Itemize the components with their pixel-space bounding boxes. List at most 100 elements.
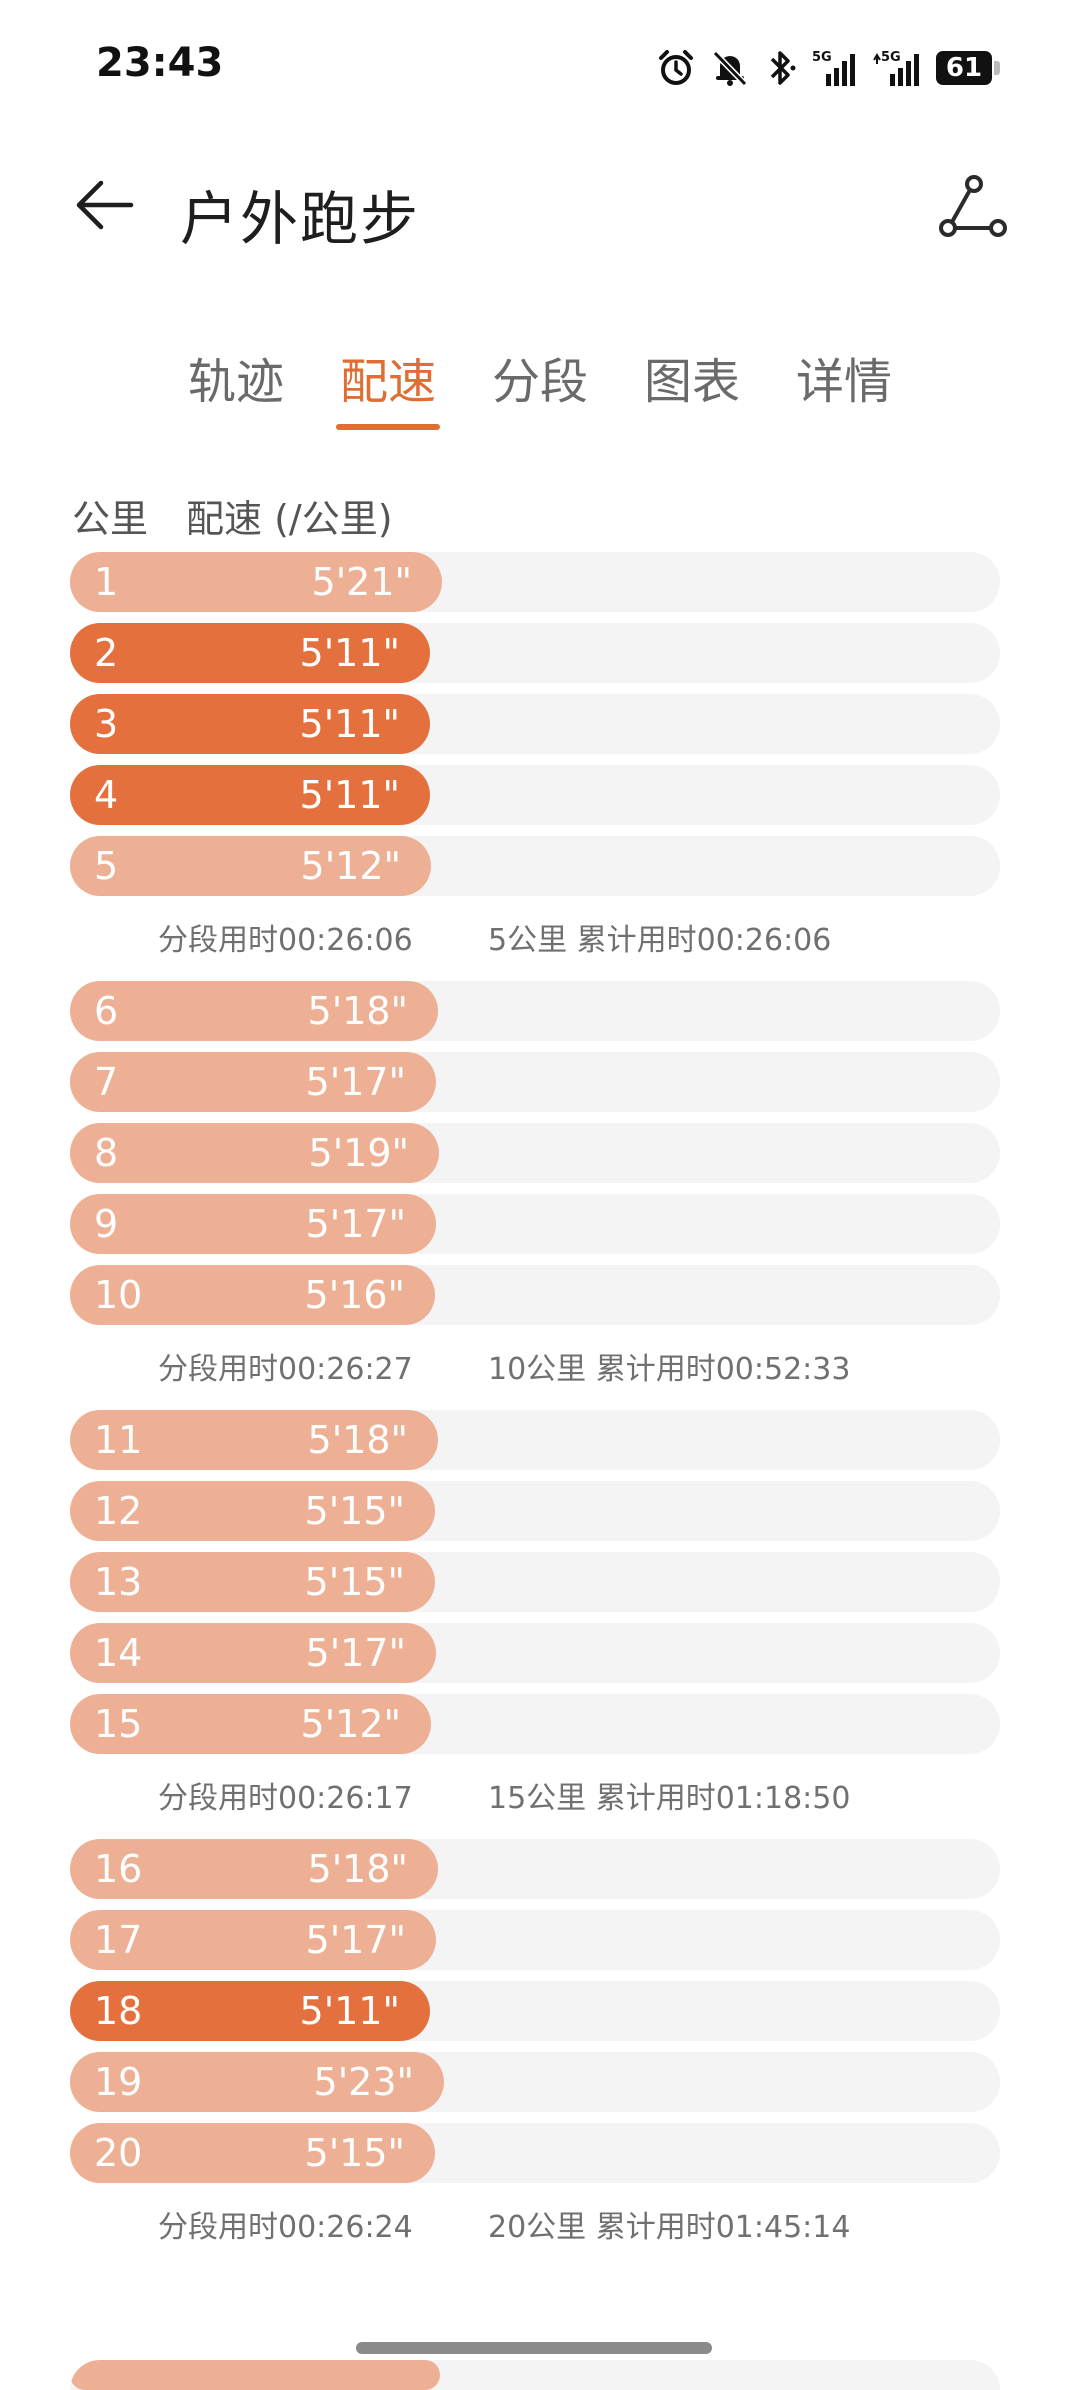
home-indicator[interactable] (356, 2342, 712, 2354)
pace-row: 5 5'12" (70, 836, 1000, 896)
svg-text:5G: 5G (881, 50, 901, 65)
pace-row: 9 5'17" (70, 1194, 1000, 1254)
pace-bar: 6 5'18" (70, 981, 438, 1041)
pace-value: 5'17" (305, 1202, 406, 1246)
tab-bar: 轨迹 配速 分段 图表 详情 (0, 330, 1080, 430)
pace-bar: 20 5'15" (70, 2123, 435, 2183)
pace-row-partial (70, 2360, 1000, 2390)
pace-row: 2 5'11" (70, 623, 1000, 683)
cumulative-time: 15公里 累计用时01:18:50 (488, 1781, 851, 1816)
cumulative-time: 20公里 累计用时01:45:14 (488, 2210, 851, 2245)
pace-value: 5'11" (299, 631, 400, 675)
pace-km: 10 (94, 1273, 143, 1317)
pace-km: 8 (94, 1131, 119, 1175)
signal-5g-icon: 5G (812, 48, 858, 88)
tab-label: 配速 (339, 354, 436, 410)
alarm-icon (656, 48, 696, 88)
pace-km: 11 (94, 1418, 143, 1462)
column-header: 公里 配速 (/公里) (72, 488, 393, 543)
pace-row: 13 5'15" (70, 1552, 1000, 1612)
battery-icon: 61 (936, 50, 1002, 86)
cumulative-time: 10公里 累计用时00:52:33 (488, 1352, 851, 1387)
pace-value: 5'15" (304, 1489, 405, 1533)
pace-row: 10 5'16" (70, 1265, 1000, 1325)
pace-row: 19 5'23" (70, 2052, 1000, 2112)
pace-km: 6 (94, 989, 119, 1033)
pace-row: 11 5'18" (70, 1410, 1000, 1470)
pace-km: 2 (94, 631, 119, 675)
pace-km: 5 (94, 844, 119, 888)
pace-bar: 8 5'19" (70, 1123, 439, 1183)
segment-time: 分段用时00:26:24 (158, 2210, 413, 2245)
page-title: 户外跑步 (180, 185, 421, 253)
pace-km: 15 (94, 1702, 143, 1746)
pace-value: 5'18" (307, 1847, 408, 1891)
tab-3[interactable]: 图表 (640, 330, 744, 430)
pace-bar: 18 5'11" (70, 1981, 430, 2041)
pace-km: 14 (94, 1631, 143, 1675)
pace-bar: 19 5'23" (70, 2052, 444, 2112)
mute-bell-icon (710, 48, 750, 88)
cumulative-time: 5公里 累计用时00:26:06 (488, 923, 832, 958)
network-label: 5G (812, 50, 832, 65)
pace-value: 5'11" (299, 702, 400, 746)
segment-summary: 分段用时00:26:27 10公里 累计用时00:52:33 (70, 1336, 1000, 1396)
pace-bar: 16 5'18" (70, 1839, 438, 1899)
segment-time: 分段用时00:26:27 (158, 1352, 413, 1387)
pace-km: 7 (94, 1060, 119, 1104)
pace-row: 4 5'11" (70, 765, 1000, 825)
pace-row: 17 5'17" (70, 1910, 1000, 1970)
tab-4[interactable]: 详情 (792, 330, 896, 430)
status-icons: 5G 5G 61 (656, 44, 1002, 92)
tab-active-indicator (335, 424, 440, 430)
pace-row: 18 5'11" (70, 1981, 1000, 2041)
pace-km: 9 (94, 1202, 119, 1246)
pace-km: 18 (94, 1989, 143, 2033)
battery-level: 61 (936, 51, 992, 85)
pace-bar: 10 5'16" (70, 1265, 435, 1325)
pace-bar: 11 5'18" (70, 1410, 438, 1470)
pace-value: 5'18" (307, 989, 408, 1033)
pace-value: 5'11" (299, 773, 400, 817)
segment-summary: 分段用时00:26:24 20公里 累计用时01:45:14 (70, 2194, 1000, 2254)
segment-summary: 分段用时00:26:06 5公里 累计用时00:26:06 (70, 907, 1000, 967)
pace-km: 1 (94, 560, 119, 604)
pace-value: 5'11" (299, 1989, 400, 2033)
pace-bar: 3 5'11" (70, 694, 430, 754)
tab-0[interactable]: 轨迹 (184, 330, 288, 430)
pace-bar: 4 5'11" (70, 765, 430, 825)
bluetooth-icon (764, 48, 798, 88)
tab-2[interactable]: 分段 (488, 330, 592, 430)
pace-value: 5'12" (300, 844, 401, 888)
pace-km: 4 (94, 773, 119, 817)
pace-bar: 2 5'11" (70, 623, 430, 683)
pace-row: 20 5'15" (70, 2123, 1000, 2183)
pace-row: 8 5'19" (70, 1123, 1000, 1183)
pace-km: 19 (94, 2060, 143, 2104)
pace-value: 5'12" (300, 1702, 401, 1746)
pace-row: 14 5'17" (70, 1623, 1000, 1683)
app-header: 户外跑步 (0, 150, 1080, 260)
pace-km: 12 (94, 1489, 143, 1533)
tab-1[interactable]: 配速 (335, 330, 440, 430)
pace-value: 5'17" (305, 1631, 406, 1675)
pace-value: 5'18" (307, 1418, 408, 1462)
pace-value: 5'16" (304, 1273, 405, 1317)
segment-time: 分段用时00:26:06 (158, 923, 413, 958)
pace-value: 5'17" (305, 1918, 406, 1962)
tab-label: 图表 (644, 354, 741, 410)
pace-bar (70, 2360, 440, 2390)
column-header-km: 公里 (72, 497, 149, 541)
back-button[interactable] (66, 168, 144, 246)
pace-value: 5'23" (313, 2060, 414, 2104)
route-share-icon (936, 172, 1008, 248)
segment-time: 分段用时00:26:17 (158, 1781, 413, 1816)
pace-value: 5'21" (311, 560, 412, 604)
pace-row: 7 5'17" (70, 1052, 1000, 1112)
pace-row: 16 5'18" (70, 1839, 1000, 1899)
pace-bar: 5 5'12" (70, 836, 431, 896)
route-button[interactable] (930, 168, 1014, 252)
status-bar: 23:43 5G (0, 0, 1080, 140)
pace-km: 17 (94, 1918, 143, 1962)
pace-value: 5'15" (304, 2131, 405, 2175)
